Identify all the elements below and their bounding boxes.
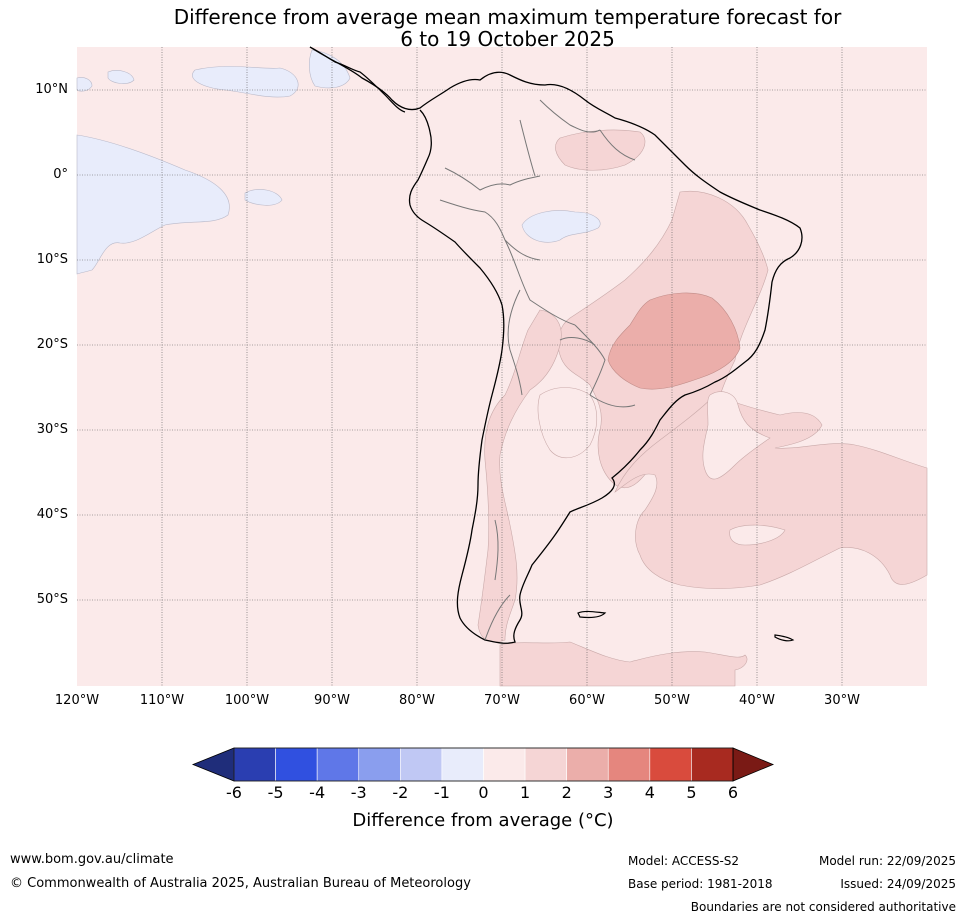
anomaly-0-to-1-atlantic-patch: [702, 391, 771, 480]
colorbar: [191, 747, 775, 782]
lat-label-50s: 50°S: [36, 592, 68, 607]
lon-label-80w: 80°W: [399, 693, 435, 708]
south-america-coastline: [309, 46, 803, 644]
south-georgia-island: [774, 634, 795, 642]
chart-title-line2: 6 to 19 October 2025: [400, 27, 615, 51]
lon-label-30w: 30°W: [824, 693, 860, 708]
anomaly-neg-patch-north: [192, 66, 299, 98]
footer-model-run: Model run: 22/09/2025: [818, 854, 956, 868]
colorbar-tick-label: -3: [350, 783, 367, 802]
colorbar-bin: [316, 747, 360, 782]
colorbar-tick-label: 0: [478, 783, 489, 802]
colorbar-frame: [233, 747, 734, 782]
footer-issued: Issued: 24/09/2025: [840, 877, 956, 891]
footer-base-period: Base period: 1981-2018: [628, 877, 773, 891]
colorbar-bin: [441, 747, 484, 782]
colorbar-tick-label: 2: [561, 783, 572, 802]
anomaly-1-to-2-south-atlantic: [499, 641, 748, 687]
colorbar-bin: [275, 747, 318, 782]
lon-label-90w: 90°W: [314, 693, 350, 708]
colorbar-tick-label: 3: [603, 783, 614, 802]
anomaly-neg-patch-small2: [244, 189, 283, 206]
colorbar-bin: [649, 747, 692, 782]
anomaly-1-to-2-guianas: [555, 129, 646, 171]
lat-label-30s: 30°S: [36, 422, 68, 437]
colorbar-tick-label: -6: [226, 783, 242, 802]
lat-label-10n: 10°N: [35, 82, 68, 97]
colorbar-bin: [691, 747, 734, 782]
colorbar-tick-label: -5: [267, 783, 284, 802]
anomaly-1-to-2-argentina: [477, 309, 562, 643]
chart-title-line1: Difference from average mean maximum tem…: [173, 5, 842, 29]
footer-disclaimer: Boundaries are not considered authoritat…: [690, 900, 956, 914]
footer-copyright: © Commonwealth of Australia 2025, Austra…: [10, 876, 471, 891]
colorbar-bin: [400, 747, 443, 782]
anomaly-neg-patch-small1: [107, 70, 135, 84]
lon-label-100w: 100°W: [224, 693, 270, 708]
lon-label-110w: 110°W: [139, 693, 185, 708]
footer-model: Model: ACCESS-S2: [628, 854, 740, 868]
colorbar-tick-label: -1: [433, 783, 450, 802]
colorbar-tick-label: 5: [686, 783, 697, 802]
colorbar-tick-label: 1: [519, 783, 531, 802]
anomaly-neg-patch-small3: [76, 77, 93, 92]
colorbar-tick-label: -2: [392, 783, 409, 802]
lat-label-20s: 20°S: [36, 337, 68, 352]
anomaly-neg-patch-caribbean: [309, 49, 351, 89]
lat-label-10s: 10°S: [36, 252, 68, 267]
colorbar-bin: [483, 747, 526, 782]
lat-label-0: 0°: [53, 167, 68, 182]
colorbar-bin: [566, 747, 609, 782]
colorbar-bin: [524, 747, 567, 782]
anomaly-neg-patch-pacific: [76, 134, 230, 275]
colorbar-tick-label: 4: [644, 783, 655, 802]
colorbar-extend-low: [191, 747, 235, 782]
colorbar-tick-label: -4: [309, 783, 326, 802]
anomaly-0-to-1-atlantic-patch2: [729, 524, 786, 546]
colorbar-label: Difference from average (°C): [352, 810, 614, 831]
lat-label-40s: 40°S: [36, 507, 68, 522]
colorbar-tick-label: 6: [727, 783, 739, 802]
lon-label-60w: 60°W: [569, 693, 605, 708]
footer-website: www.bom.gov.au/climate: [10, 852, 174, 867]
colorbar-bin: [233, 747, 276, 782]
lon-label-50w: 50°W: [654, 693, 690, 708]
lon-label-70w: 70°W: [484, 693, 520, 708]
falkland-islands: [577, 610, 607, 619]
central-america-coastline: [309, 46, 406, 113]
colorbar-bin: [358, 747, 401, 782]
anomaly-0-to-1-uruguay-patch: [537, 387, 598, 458]
colorbar-extend-high: [732, 747, 775, 782]
colorbar-bin: [607, 747, 651, 782]
lon-label-120w: 120°W: [54, 693, 100, 708]
anomaly-2-to-3-central-brazil: [607, 292, 741, 390]
anomaly-1-to-2-atlantic: [614, 394, 928, 590]
lon-label-40w: 40°W: [739, 693, 775, 708]
anomaly-neg-patch-amazon: [521, 210, 601, 243]
country-borders: [439, 99, 636, 641]
graticule: [77, 47, 927, 686]
